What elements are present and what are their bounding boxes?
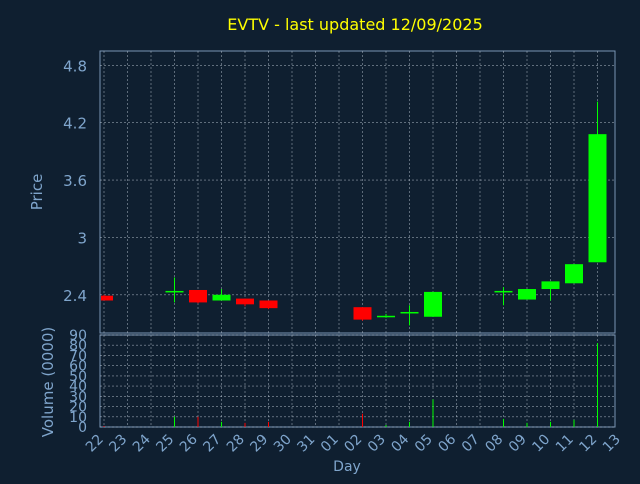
volume-tick-label: 90: [69, 328, 87, 344]
price-axis-label: Price: [28, 174, 46, 211]
candle-04: [400, 305, 419, 326]
volume-bars: [103, 343, 598, 427]
candle-body: [212, 294, 231, 301]
candle-body: [424, 291, 442, 317]
chart-title: EVTV - last updated 12/09/2025: [227, 15, 483, 34]
candle-10: [541, 281, 560, 301]
candle-26: [189, 289, 207, 304]
volume-tick-label: 30: [69, 389, 87, 405]
candle-12: [588, 101, 607, 263]
candle-27: [212, 289, 231, 301]
price-tick-label: 4.2: [63, 115, 87, 133]
candle-body: [259, 300, 278, 309]
candle-11: [565, 264, 583, 284]
price-tick-label: 4.8: [63, 57, 87, 75]
volume-tick-label: 40: [69, 379, 87, 395]
candle-08: [494, 287, 513, 306]
candle-body: [518, 289, 536, 300]
candle-02: [353, 307, 372, 321]
candle-body: [236, 298, 254, 305]
candle-05: [424, 291, 442, 317]
candle-body: [541, 281, 560, 290]
price-grid: [100, 51, 615, 333]
candle-body: [565, 264, 583, 284]
x-axis-label: Day: [333, 459, 361, 475]
candle-09: [518, 289, 536, 300]
candle-28: [236, 298, 254, 307]
volume-tick-label: 20: [69, 400, 87, 416]
candle-body: [101, 295, 113, 301]
volume-tick-label: 70: [69, 348, 87, 364]
price-y-ticks: 2.4 3 3.6 4.2 4.8: [63, 57, 87, 304]
candle-22: [101, 294, 113, 301]
candle-25: [165, 277, 184, 303]
volume-tick-label: 50: [69, 369, 87, 385]
candle-body: [494, 290, 513, 293]
price-tick-label: 3: [77, 229, 87, 247]
candle-body: [588, 134, 607, 263]
candle-body: [400, 311, 419, 314]
price-panel: 2.4 3 3.6 4.2 4.8 Price: [28, 50, 616, 334]
candle-03: [377, 313, 395, 318]
candle-body: [377, 315, 395, 318]
price-plot-frame: [99, 50, 616, 334]
volume-axis-label: Volume (0000): [39, 327, 57, 437]
volume-tick-label: 0: [78, 420, 87, 436]
volume-tick-label: 10: [69, 410, 87, 426]
volume-tick-label: 60: [69, 359, 87, 375]
candle-29: [259, 300, 278, 310]
volume-tick-label: 80: [69, 338, 87, 354]
candle-body: [353, 307, 372, 320]
candle-body: [189, 289, 207, 303]
price-tick-label: 2.4: [63, 287, 87, 305]
x-axis-ticks: 22 23 24 25 26 27 28 29 30 31 01 02 03 04 05 06 07 08 09 10…: [83, 431, 624, 455]
candle-body: [165, 290, 184, 293]
price-tick-label: 3.6: [63, 172, 87, 190]
candles: [101, 101, 607, 326]
